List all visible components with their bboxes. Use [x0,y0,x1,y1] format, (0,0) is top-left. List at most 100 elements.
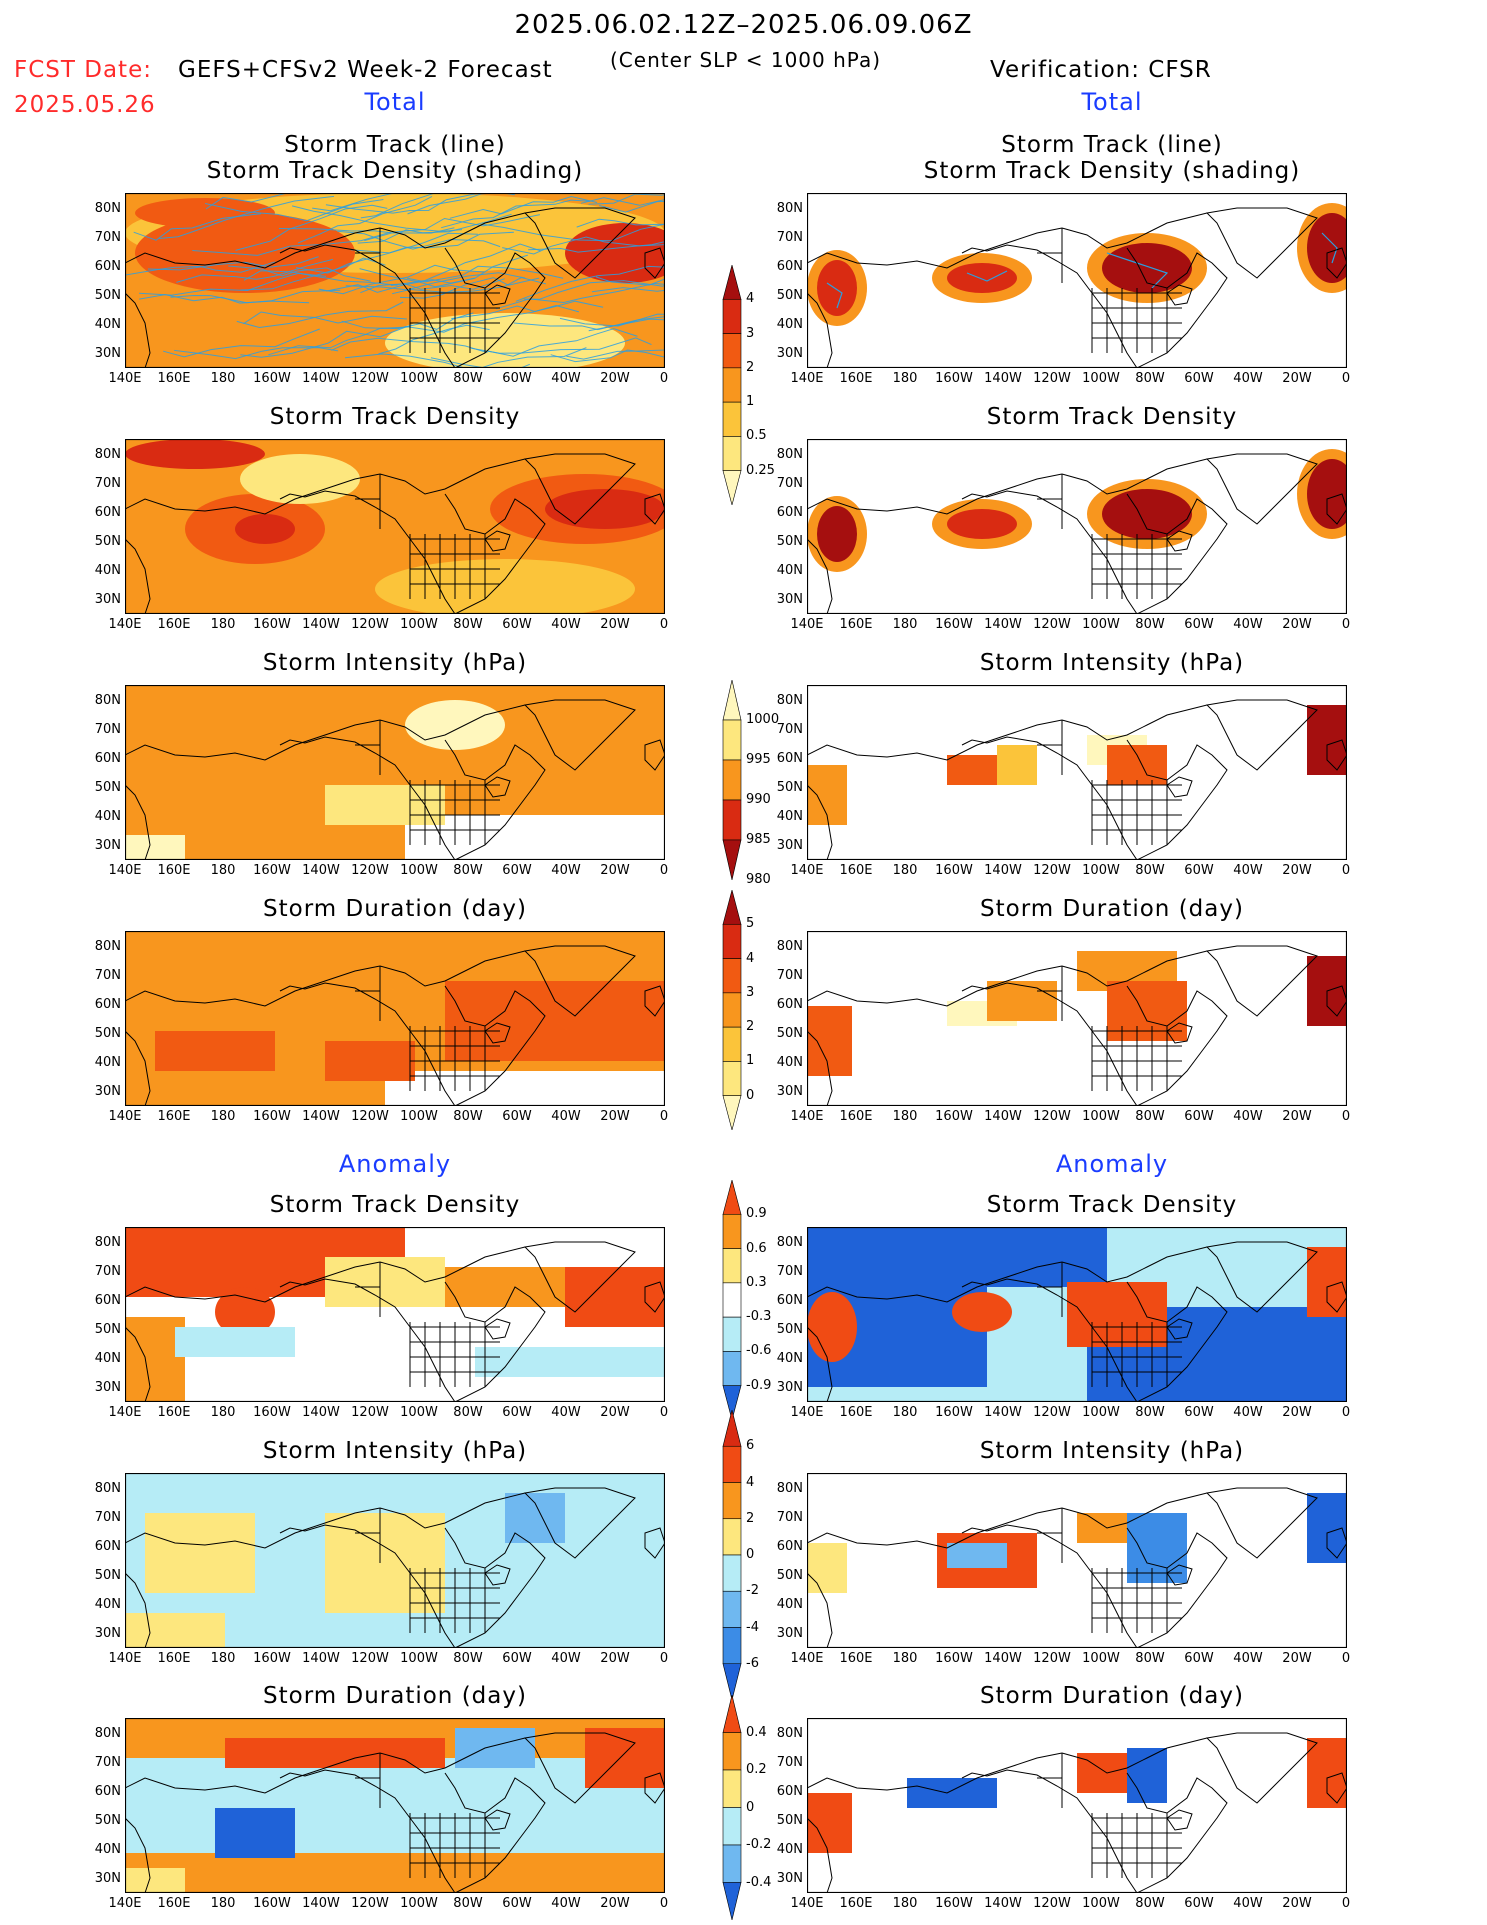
map-frame [807,1718,1347,1893]
lon-tick-label: 20W [1282,371,1312,386]
storm-track-line [451,300,604,320]
map-svg-anom-intensity-forecast [125,1473,665,1648]
colorbar-label: 980 [746,872,771,887]
lon-tick-label: 120W [1033,863,1071,878]
map-panel-duration-verification [807,931,1347,1106]
map-svg-density-verification [807,439,1347,614]
shading-region [987,981,1057,1021]
lon-tick-label: 140E [108,1405,142,1420]
lon-tick-label: 160E [157,1651,191,1666]
colorbar-label: -0.3 [746,1309,772,1325]
colorbar-label: 2 [746,1019,755,1035]
lon-tick-label: 140W [302,1896,340,1911]
lon-tick-label: 160W [935,371,973,386]
colorbar-swatch [722,1026,742,1062]
coastline [961,1769,1138,1893]
lat-tick-label: 30N [94,838,121,853]
coastline [644,739,665,771]
lon-tick-label: 160E [839,1651,873,1666]
fcst-date-value: 2025.05.26 [14,92,156,118]
colorbar-swatch [722,470,742,507]
coastline [807,292,833,368]
lat-tick-label: 60N [776,997,803,1012]
storm-track-line [360,278,505,294]
lat-tick-label: 50N [776,1322,803,1337]
coastline [379,212,526,249]
storm-track-line [359,254,528,288]
shading-region [817,506,857,562]
lat-tick-label: 40N [94,1842,121,1857]
coastline [523,1241,636,1313]
colorbar-swatch [722,1095,742,1132]
lon-tick-label: 140E [108,1651,142,1666]
lat-tick-label: 60N [776,1293,803,1308]
lon-tick-label: 40W [551,863,581,878]
lat-tick-label: 40N [776,317,803,332]
colorbar-swatch [722,992,742,1028]
lon-tick-label: 60W [1184,617,1214,632]
title-duration-right: Storm Duration (day) [980,896,1244,922]
shading-region [475,1347,665,1377]
coastline [125,292,151,368]
lon-tick-label: 60W [1184,1405,1214,1420]
lon-tick-label: 100W [1082,371,1120,386]
shading-region [997,745,1037,785]
colorbar-label: 2 [746,359,755,375]
colorbar-swatch [722,1732,742,1771]
map-panel-density-forecast [125,439,665,614]
shading-region [405,700,505,750]
lat-tick-label: 50N [94,1322,121,1337]
coastline [644,1527,665,1559]
storm-track-line [235,204,388,251]
coastline [125,1326,151,1402]
colorbar-swatch [722,401,742,437]
shading-region [505,1493,565,1543]
colorbar-swatch [722,958,742,994]
map-frame [125,1227,665,1402]
lon-tick-label: 120W [351,1405,389,1420]
lon-tick-label: 40W [1233,1109,1263,1124]
lon-tick-label: 120W [351,617,389,632]
shading-region [1077,1513,1127,1543]
lon-tick-label: 140E [108,371,142,386]
map-panel-track-forecast [125,193,665,368]
storm-track-line [341,312,474,330]
lat-tick-label: 50N [94,1568,121,1583]
colorbar-swatch [722,436,742,472]
coastline [644,1281,665,1313]
coastline [807,784,833,860]
lat-tick-label: 30N [776,346,803,361]
map-panel-anom-duration-verification [807,1718,1347,1893]
colorbar-label: 0.4 [746,1724,767,1740]
lon-tick-label: 180 [210,371,236,386]
shading-region [1307,1493,1347,1563]
coastline [644,985,665,1017]
shading-region [585,1728,665,1788]
storm-track-line [296,232,478,274]
colorbar-label: 4 [746,1474,755,1490]
lon-tick-label: 20W [600,863,630,878]
storm-track-line [268,326,408,356]
lon-tick-label: 140E [790,617,824,632]
lon-tick-label: 180 [892,1896,918,1911]
shading-region [1107,981,1187,1041]
coastline [125,1817,151,1893]
lon-tick-label: 160W [253,1896,291,1911]
lon-tick-label: 180 [210,1896,236,1911]
coastline [1326,493,1347,525]
shading-region [385,313,625,368]
coastline [523,945,636,1017]
lon-tick-label: 60W [1184,371,1214,386]
coastline [523,1487,636,1559]
colorbar-label: 0 [746,1799,755,1815]
lon-tick-label: 120W [1033,1405,1071,1420]
storm-track-line [441,199,591,229]
storm-track-line [159,195,335,239]
criteria-label: (Center SLP < 1000 hPa) [610,48,881,72]
shading-region [1307,1247,1347,1317]
lon-tick-label: 160W [253,863,291,878]
shading-region [225,1738,445,1768]
lon-tick-label: 80W [453,371,483,386]
coastline [1166,1564,1193,1586]
coastline [1326,247,1347,279]
